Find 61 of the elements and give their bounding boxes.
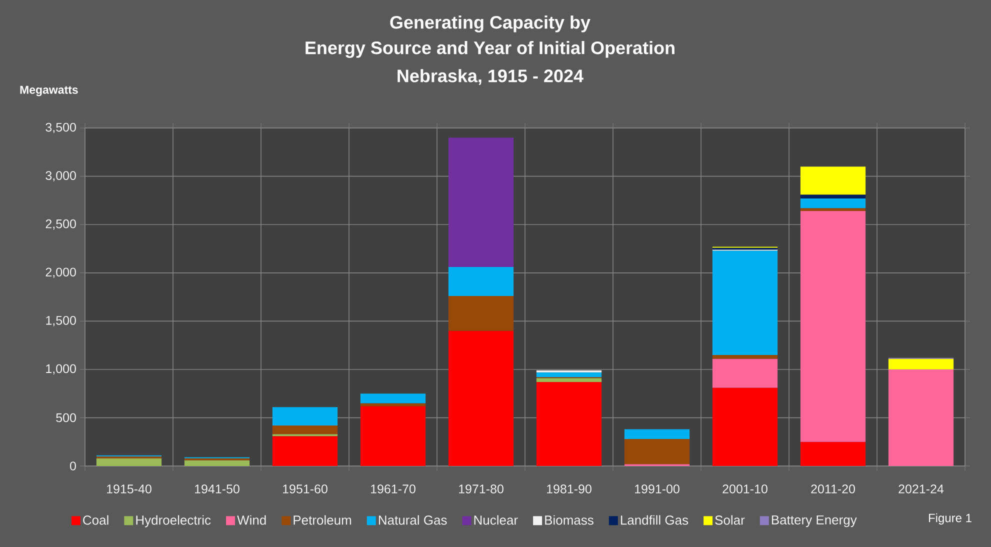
y-tick-label: 1,500 — [46, 316, 76, 326]
x-tick-label: 1971-80 — [459, 484, 504, 494]
chart-title: Generating Capacity by Energy Source and Year of Initial Operation — [306, 16, 674, 58]
x-tick-label: 2011-20 — [811, 484, 855, 494]
x-tick-label: 2001-10 — [722, 484, 768, 494]
y-tick-label: 3,500 — [46, 122, 76, 134]
y-axis-title: Megawatts — [20, 86, 78, 96]
y-tick-label: 1,000 — [46, 364, 76, 375]
bar — [800, 198, 866, 208]
legend-label: Battery Energy — [772, 515, 857, 528]
bar — [800, 442, 866, 466]
legend-label: Landfill Gas — [620, 515, 688, 525]
legend-label: Wind — [237, 515, 266, 525]
x-tick-label: 1981-90 — [547, 484, 592, 494]
bar — [448, 267, 514, 296]
bar — [536, 378, 602, 382]
y-tick-label: 2,500 — [46, 219, 76, 230]
legend-label: Nuclear — [474, 515, 518, 525]
bar — [712, 354, 778, 359]
bar — [536, 372, 602, 378]
y-tick-label: 2,000 — [46, 268, 76, 278]
legend-label: Solar — [715, 515, 745, 525]
bar — [624, 438, 690, 464]
bar — [184, 460, 250, 466]
bar — [360, 406, 426, 466]
legend-label: Coal — [83, 515, 108, 525]
bar — [800, 211, 866, 442]
bar — [360, 403, 426, 406]
bar — [624, 429, 690, 439]
bar — [712, 388, 778, 466]
y-tick-label: 500 — [56, 413, 76, 422]
bar — [96, 458, 162, 466]
bar — [800, 194, 866, 198]
bar — [888, 358, 954, 370]
bar — [800, 208, 866, 212]
legend-label: Biomass — [545, 515, 594, 525]
x-tick-label: 2021-24 — [898, 484, 944, 494]
bar — [712, 358, 778, 388]
bar — [800, 166, 866, 195]
legend-label: Natural Gas — [378, 515, 447, 525]
y-tick-label: 0 — [70, 462, 76, 470]
legend-label: Petroleum — [294, 515, 352, 525]
bar — [360, 394, 426, 404]
bar — [272, 407, 338, 426]
x-tick-label: 1991-00 — [635, 484, 680, 494]
bar — [712, 250, 778, 355]
bar — [448, 138, 514, 268]
y-tick-label: 3,000 — [46, 171, 76, 182]
bar — [536, 382, 602, 466]
bar — [272, 436, 338, 466]
x-tick-label: 1915-40 — [107, 484, 152, 494]
caption: Figure 1 — [928, 513, 972, 525]
bar — [272, 425, 338, 434]
bar — [448, 330, 514, 466]
legend-label: Hydroelectric — [136, 515, 211, 528]
bar — [888, 369, 954, 466]
x-tick-label: 1951-60 — [283, 484, 328, 494]
x-tick-label: 1961-70 — [371, 484, 416, 494]
chart-subtitle: Nebraska, 1915 - 2024 — [398, 69, 584, 85]
x-tick-label: 1941-50 — [195, 484, 240, 494]
bar — [448, 296, 514, 331]
